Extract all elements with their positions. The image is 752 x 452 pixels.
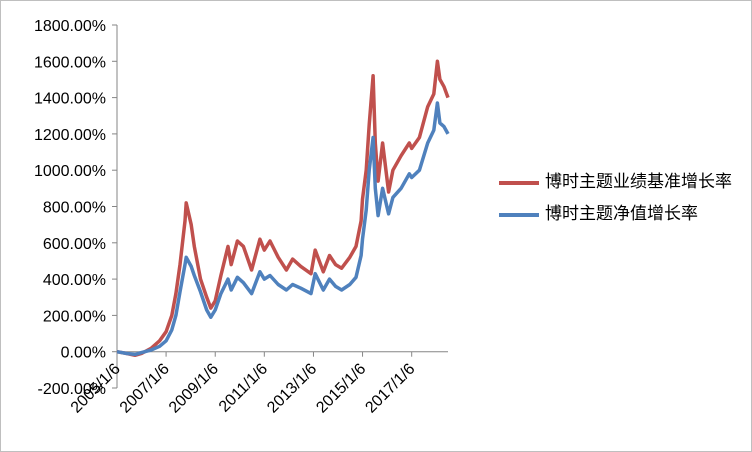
legend-label-nav: 博时主题净值增长率	[545, 204, 698, 224]
y-tick-label: 0.00%	[61, 345, 106, 362]
legend-item-nav: 博时主题净值增长率	[499, 201, 739, 227]
x-tick-label: 2015/1/6	[313, 360, 369, 416]
y-tick-label: 1200.00%	[34, 127, 106, 144]
x-tick-label: 2009/1/6	[166, 360, 222, 416]
x-tick-label: 2013/1/6	[264, 360, 320, 416]
y-tick-label: 1400.00%	[34, 91, 106, 108]
series-line-benchmark	[116, 59, 450, 358]
legend-swatch-nav	[499, 213, 539, 217]
y-tick-label: 1800.00%	[34, 18, 106, 35]
x-tick-label: 2017/1/6	[362, 360, 418, 416]
axes: 1800.00% 1600.00% 1400.00% 1200.00% 1000.00%…	[34, 18, 448, 417]
legend: 博时主题业绩基准增长率 博时主题净值增长率	[499, 169, 739, 233]
legend-item-benchmark: 博时主题业绩基准增长率	[499, 169, 739, 195]
y-tick-label: 600.00%	[43, 236, 106, 253]
x-tick-label: 2007/1/6	[117, 360, 173, 416]
y-tick-label: 200.00%	[43, 308, 106, 325]
legend-swatch-benchmark	[499, 181, 539, 185]
y-tick-label: 400.00%	[43, 272, 106, 289]
y-tick-label: 800.00%	[43, 200, 106, 217]
x-tick-label: 2011/1/6	[216, 360, 271, 415]
y-tick-label: 1000.00%	[34, 163, 106, 180]
series-line-nav	[116, 101, 450, 357]
legend-label-benchmark: 博时主题业绩基准增长率	[545, 172, 732, 192]
y-tick-label: 1600.00%	[34, 54, 106, 71]
y-tick-label: -200.00%	[38, 381, 107, 398]
series-layer	[116, 59, 450, 358]
